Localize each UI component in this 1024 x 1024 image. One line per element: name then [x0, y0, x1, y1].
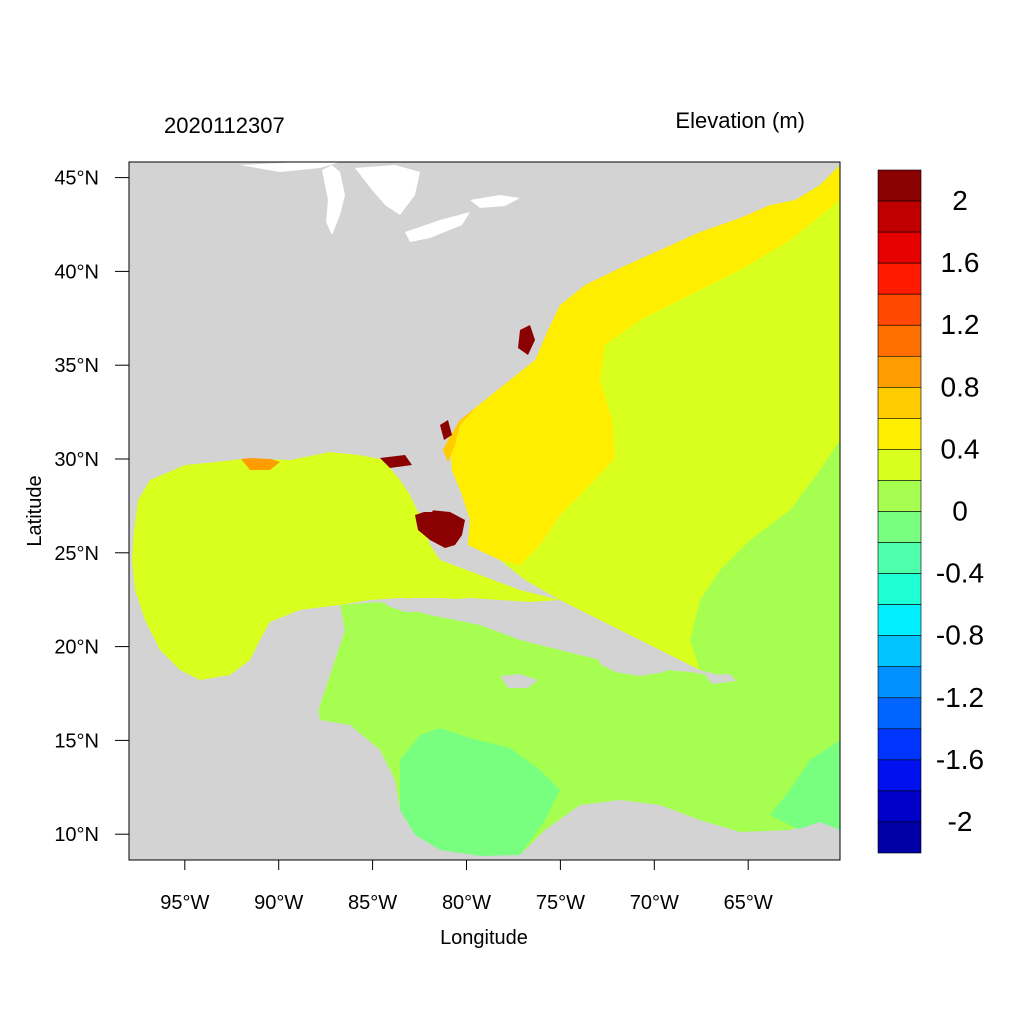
carolina-marsh-high-field: [380, 325, 535, 468]
caribbean-low-field: [400, 728, 560, 856]
florida-land: [385, 455, 442, 512]
lake-huron: [355, 165, 420, 215]
north-america-land: [129, 162, 840, 540]
south-florida-max-field: [415, 510, 465, 548]
colorbar-label: -1.6: [936, 744, 984, 775]
colorbar-label: -2: [948, 806, 973, 837]
y-tick-label: 45°N: [54, 168, 99, 190]
colorbar-swatch: [877, 542, 922, 574]
central-america-land: [270, 720, 520, 860]
lake-ontario: [470, 195, 520, 208]
map-panel: [129, 162, 840, 860]
colorbar-label: 1.2: [941, 309, 980, 340]
y-tick-label: 10°N: [54, 824, 99, 846]
colorbar-swatch: [877, 635, 922, 668]
yucatan-land: [262, 605, 345, 720]
eastern-caribbean-low-field: [770, 740, 840, 830]
colorbar-swatch: [877, 262, 922, 295]
y-tick-label: 20°N: [54, 637, 99, 659]
colorbar-swatch: [877, 355, 922, 388]
colorbar-label: 0: [952, 496, 968, 527]
colorbar-swatch: [877, 759, 922, 792]
colorbar-swatch: [877, 728, 922, 761]
colorbar-swatch: [877, 200, 922, 233]
jamaica-land: [500, 674, 538, 688]
colorbar-label: 0.8: [941, 371, 980, 402]
colorbar-label: 2: [952, 185, 968, 216]
y-axis-title: Latitude: [24, 475, 46, 546]
atlantic-coastal-field: [450, 165, 840, 565]
colorbar-swatch: [877, 169, 922, 202]
colorbar-swatch: [877, 231, 922, 264]
lake-superior: [240, 162, 340, 172]
colorbar-swatch: [877, 666, 922, 699]
colorbar-swatch: [877, 511, 922, 543]
colorbar-swatch: [877, 821, 922, 854]
colorbar-label: 1.6: [941, 247, 980, 278]
colorbar-label: -0.8: [936, 620, 984, 651]
x-tick-label: 80°W: [442, 892, 491, 914]
y-tick-label: 40°N: [54, 261, 99, 283]
x-tick-label: 70°W: [630, 892, 679, 914]
lake-michigan: [322, 165, 345, 235]
colorbar-swatch: [877, 418, 922, 450]
hispaniola-land: [595, 646, 670, 676]
colorbar-swatch: [877, 480, 922, 512]
x-tick-label: 65°W: [724, 892, 773, 914]
y-tick-label: 30°N: [54, 449, 99, 471]
x-tick-label: 75°W: [536, 892, 585, 914]
colorbar-swatch: [877, 449, 922, 481]
colorbar-label: -0.4: [936, 558, 984, 589]
colorbar: 2 1.6 1.2 0.8 0.4 0 -0.4 -0.8 -1.2 -1.6 -2: [877, 169, 984, 854]
colorbar-swatch: [877, 604, 922, 636]
south-america-land: [520, 802, 840, 860]
x-tick-label: 90°W: [254, 892, 303, 914]
cuba-land: [385, 598, 590, 648]
colorbar-swatch: [877, 697, 922, 730]
colorbar-swatch: [877, 324, 922, 357]
colorbar-label: -1.2: [936, 682, 984, 713]
colorbar-label: 0.4: [941, 433, 980, 464]
colorbar-swatch: [877, 790, 922, 823]
atlantic-ocean-low-field: [690, 440, 840, 700]
map-frame: [128, 161, 841, 861]
y-tick-label: 35°N: [54, 355, 99, 377]
colorbar-swatch: [877, 573, 922, 605]
x-axis: 95°W 90°W 85°W 80°W 75°W 70°W 65°W: [160, 860, 773, 914]
lake-erie: [405, 212, 470, 242]
y-axis: 45°N 40°N 35°N 30°N 25°N 20°N 15°N 10°N: [54, 168, 129, 846]
colorbar-swatch: [877, 293, 922, 326]
y-tick-label: 25°N: [54, 543, 99, 565]
x-tick-label: 95°W: [160, 892, 209, 914]
mexico-land: [129, 600, 320, 800]
timestamp-title: 2020112307: [164, 113, 285, 138]
gulf-of-mexico-field: [132, 452, 560, 680]
colorbar-swatch: [877, 387, 922, 419]
x-axis-title: Longitude: [440, 927, 528, 949]
y-tick-label: 15°N: [54, 730, 99, 752]
puerto-rico-land: [705, 674, 736, 684]
variable-title: Elevation (m): [675, 108, 805, 133]
x-tick-label: 85°W: [348, 892, 397, 914]
